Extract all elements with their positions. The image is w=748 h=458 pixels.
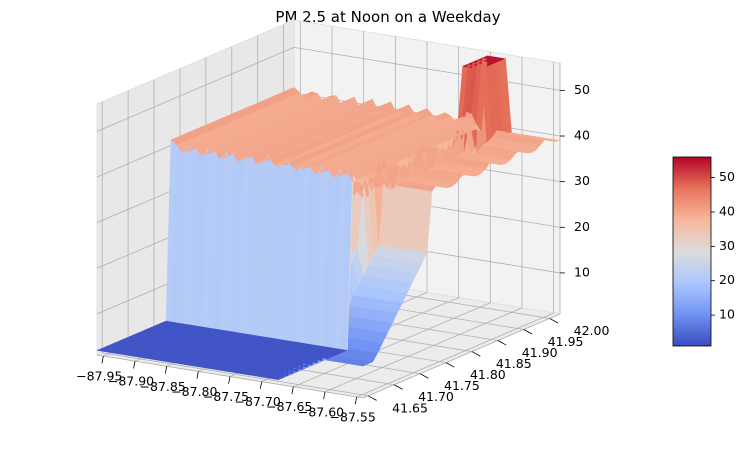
surface [96, 55, 561, 381]
y-axis-tick-mark [523, 329, 533, 335]
grid-line [96, 47, 295, 132]
x-axis-tick-mark [354, 396, 358, 405]
axes-3d: −87.95−87.90−87.85−87.80−87.75−87.70−87.… [76, 19, 610, 424]
grid-line [356, 312, 554, 398]
x-axis-tick-label: −87.80 [171, 384, 217, 399]
x-axis-tick-mark [291, 386, 294, 395]
y-axis-tick-mark [393, 384, 403, 390]
x-axis-tick-label: −87.60 [298, 404, 344, 419]
grid-line [293, 302, 491, 388]
chart-title: PM 2.5 at Noon on a Weekday [275, 8, 500, 26]
colorbar-tick-label: 30 [719, 238, 735, 253]
x-axis-ticks: −87.95−87.90−87.85−87.80−87.75−87.70−87.… [76, 355, 376, 424]
y-axis-tick-label: 42.00 [574, 323, 610, 338]
z-axis-ticks: 10 20 30 40 50 [560, 82, 590, 279]
y-axis-tick-mark [549, 318, 559, 324]
x-axis-tick-mark [133, 361, 136, 369]
colorbar: 10 20 30 40 50 [672, 156, 735, 347]
z-axis-tick-label: 20 [574, 219, 590, 234]
x-axis-tick-mark [101, 355, 104, 364]
z-axis-tick-label: 40 [574, 128, 590, 143]
z-axis-tick-label: 10 [574, 264, 590, 279]
y-axis-tick-label: 41.90 [522, 345, 558, 360]
x-axis-tick-label: −87.70 [235, 394, 281, 409]
grid-line [102, 352, 369, 397]
y-axis-tick-label: 41.65 [392, 400, 428, 415]
y-axis-tick-mark [419, 373, 429, 379]
y-axis-tick-label: 41.95 [548, 334, 584, 349]
x-axis-tick-mark [323, 391, 326, 400]
y-axis-tick-mark [497, 340, 507, 346]
colorbar-tick-label: 40 [719, 203, 735, 218]
z-axis-tick-label: 50 [574, 82, 590, 97]
colorbar-gradient [672, 156, 712, 347]
y-axis-tick-mark [471, 351, 481, 357]
x-axis-tick-label: −87.65 [266, 399, 312, 414]
x-axis-tick-mark [228, 376, 231, 384]
colorbar-tick-label: 20 [719, 272, 735, 287]
x-axis-tick-label: −87.95 [76, 369, 122, 384]
grid-line [293, 46, 561, 91]
z-axis-tick-label: 30 [574, 173, 590, 188]
x-axis-tick-mark [196, 371, 199, 379]
x-axis-tick-mark [164, 366, 168, 374]
colorbar-ticks: 10 20 30 40 50 [711, 169, 735, 322]
y-axis-tick-mark [445, 362, 455, 368]
y-axis-tick-mark [367, 395, 377, 401]
x-axis-tick-label: −87.55 [330, 409, 376, 424]
x-axis-tick-mark [259, 381, 263, 390]
x-axis-tick-label: −87.85 [140, 379, 186, 394]
x-axis-tick-label: −87.90 [108, 374, 154, 389]
colorbar-tick-label: 50 [719, 169, 735, 184]
colorbar-tick-label: 10 [719, 307, 735, 322]
y-axis-tick-label: 41.85 [496, 356, 532, 371]
y-axis-tick-label: 41.75 [444, 378, 480, 393]
grid-line [324, 307, 523, 393]
x-axis-tick-label: −87.75 [203, 389, 249, 404]
y-axis-line [362, 313, 561, 399]
y-axis-tick-label: 41.80 [470, 367, 506, 382]
y-axis-tick-label: 41.70 [418, 389, 454, 404]
